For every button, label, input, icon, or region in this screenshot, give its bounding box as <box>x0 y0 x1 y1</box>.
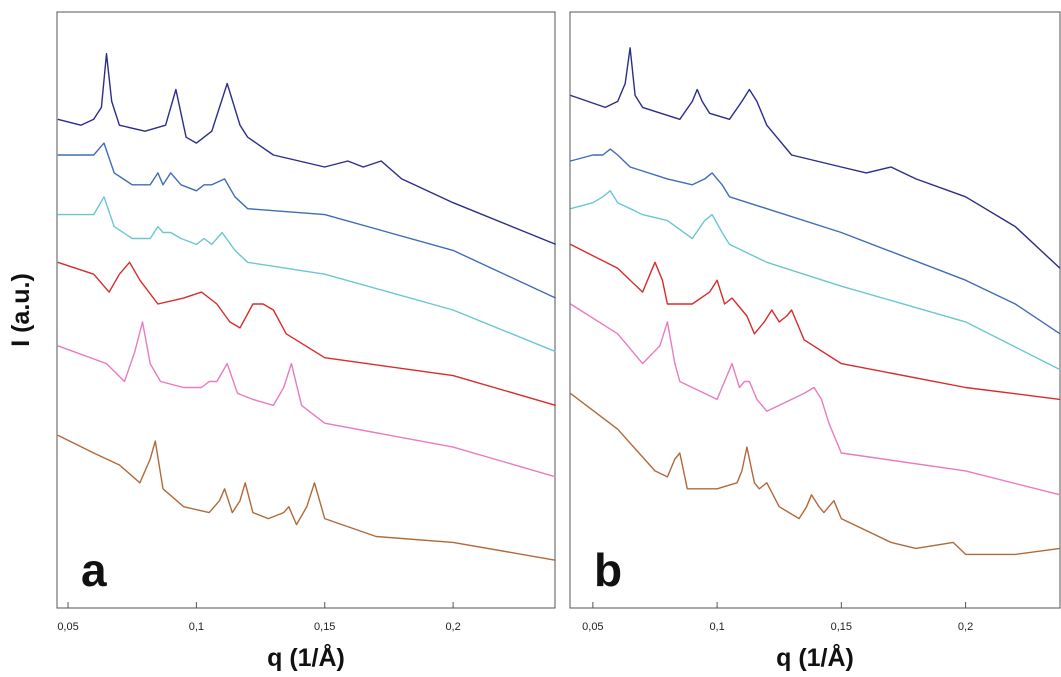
x-tick-label: 0,15 <box>314 621 335 633</box>
x-tick-label: 0,1 <box>189 621 204 633</box>
panel-letter: a <box>81 544 107 596</box>
plot-frame <box>569 11 1061 609</box>
curve <box>570 47 1061 269</box>
x-tick-label: 0,1 <box>709 621 724 633</box>
x-tick-label: 0,15 <box>831 621 852 633</box>
curve <box>570 148 1061 335</box>
x-tick-label: 0,2 <box>958 621 973 633</box>
curve <box>570 392 1061 556</box>
curve <box>57 53 557 246</box>
curve <box>57 261 556 407</box>
curve <box>570 243 1061 401</box>
x-axis-title: q (1/Å) <box>267 643 345 672</box>
x-axis-title: q (1/Å) <box>776 643 854 672</box>
panel-letter: b <box>594 544 622 596</box>
curve <box>57 196 557 353</box>
plot-frame <box>56 11 556 609</box>
curve <box>57 321 556 478</box>
y-axis-title: I (a.u.) <box>7 273 35 347</box>
curve <box>570 190 1061 371</box>
curve <box>570 303 1061 496</box>
x-tick-label: 0,05 <box>582 621 603 633</box>
curve <box>57 434 556 561</box>
curve <box>57 142 557 299</box>
x-tick-label: 0,2 <box>445 621 460 633</box>
x-tick-label: 0,05 <box>57 621 78 633</box>
